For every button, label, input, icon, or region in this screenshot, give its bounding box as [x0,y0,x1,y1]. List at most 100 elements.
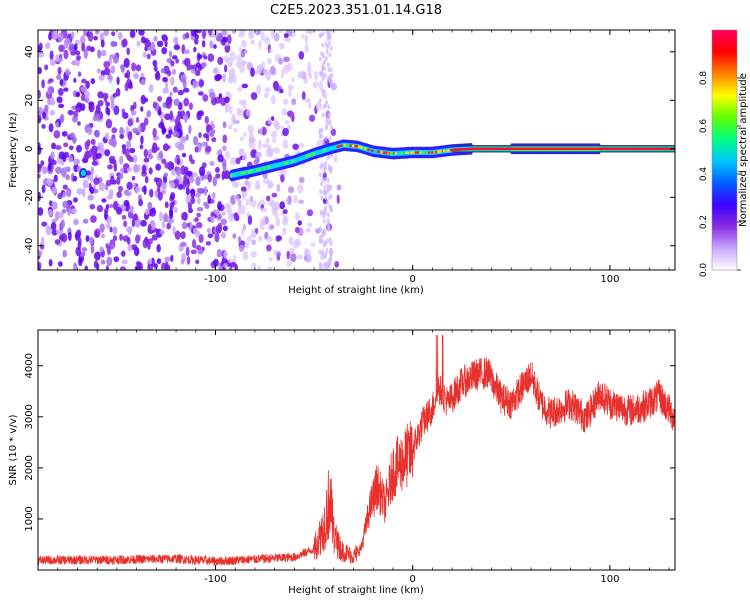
ridge-core [442,149,446,153]
noise-point [286,124,292,131]
noise-point [283,56,290,63]
noise-point [321,31,325,37]
noise-point [288,236,294,246]
noise-point [222,134,228,144]
noise-point [135,185,141,193]
noise-point [307,30,314,35]
noise-point [110,175,115,185]
noise-point [70,31,75,39]
x-tick-label: 100 [600,574,619,585]
noise-point [66,166,71,173]
noise-point [321,66,325,72]
noise-point [140,219,147,227]
noise-point [103,210,108,220]
noise-point [46,178,54,187]
noise-point [84,265,89,270]
noise-point [321,112,325,118]
noise-point [323,177,327,183]
noise-point [201,40,206,48]
noise-point [86,45,92,52]
noise-point [323,261,327,267]
spectrogram-ylabel: Frequency (Hz) [8,112,19,188]
noise-point [73,218,79,226]
noise-point [224,96,230,104]
noise-point [62,200,69,209]
noise-point [240,205,246,215]
noise-point [67,231,72,242]
noise-point [195,62,201,68]
noise-point [133,246,140,257]
noise-point [207,53,215,62]
noise-point [50,151,55,160]
noise-point [38,51,45,58]
noise-point [115,88,120,94]
noise-point [48,78,54,83]
noise-point [127,244,133,252]
noise-point [103,60,110,69]
noise-point [216,149,222,156]
noise-point [321,139,325,145]
noise-point [214,232,220,243]
noise-point [256,84,262,95]
noise-point [84,90,91,100]
noise-point [161,220,166,230]
noise-point [153,35,158,42]
noise-point [42,166,48,175]
noise-point [239,136,244,141]
noise-point [169,181,176,189]
noise-point [324,251,328,257]
noise-point [49,59,56,67]
noise-point [263,92,270,99]
noise-point [256,64,263,75]
noise-point [86,127,92,133]
noise-point [138,30,145,36]
noise-point [223,170,231,180]
noise-point [238,46,243,53]
noise-point [222,121,227,129]
noise-point [173,206,178,213]
noise-point [227,258,234,264]
noise-point [56,74,62,81]
noise-point [243,49,248,55]
noise-point [152,59,158,67]
noise-point [275,235,281,242]
noise-point [283,33,289,38]
noise-point [44,104,49,113]
noise-point [49,100,56,106]
noise-point [288,88,292,98]
spectrogram-axes: -100 0 100 -40 -20 0 20 40 [24,30,675,285]
noise-point [287,186,295,194]
noise-point [286,260,292,267]
noise-point [123,199,130,207]
noise-point [112,54,119,64]
noise-point [144,175,149,184]
noise-point [212,176,218,187]
noise-point [131,175,136,181]
noise-point [196,187,203,194]
noise-point [88,149,93,158]
noise-point [217,222,223,233]
noise-point [38,145,42,155]
noise-point [113,256,120,263]
noise-point [282,215,287,226]
noise-point [132,182,136,189]
noise-point [113,105,120,116]
noise-point [240,228,245,236]
noise-point [124,72,129,79]
noise-point [100,259,106,265]
noise-point [221,211,226,216]
noise-point [164,256,171,263]
noise-point [172,55,178,60]
noise-point [211,191,216,199]
x-tick-label: -100 [204,574,227,585]
noise-point [89,186,95,195]
noise-point [329,256,333,262]
noise-point [93,35,98,41]
noise-point [147,238,153,245]
ridge-core [439,150,443,153]
noise-point [170,162,175,170]
ridge-core [406,151,409,155]
noise-point [126,237,131,245]
noise-point [326,183,330,189]
noise-point [327,112,331,118]
